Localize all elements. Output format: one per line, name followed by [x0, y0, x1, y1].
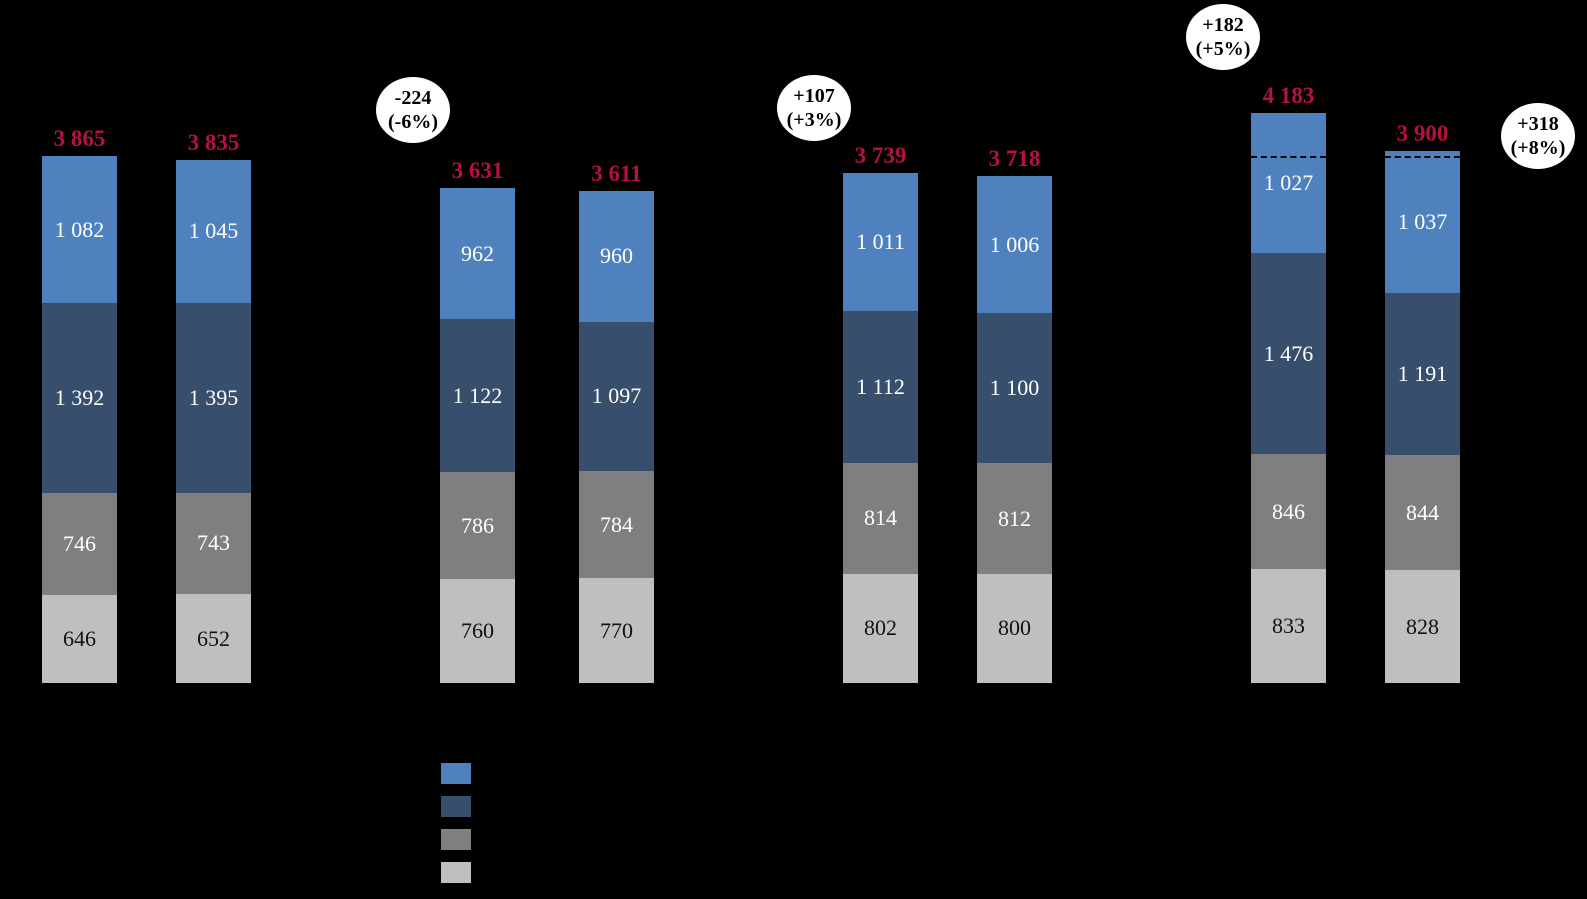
bar-total-label: 3 739	[854, 143, 907, 169]
delta-annotation-circle: +318 (+8%)	[1501, 103, 1575, 169]
bar-segment-light_blue: 960	[579, 190, 654, 322]
bar-segment-gray: 814	[843, 462, 918, 574]
bar-segment-light_blue: 962	[440, 188, 515, 320]
segment-value-label: 1 476	[1263, 340, 1314, 366]
bar-segment-gray: 844	[1385, 455, 1460, 571]
bar-total-label: 3 631	[451, 158, 504, 184]
segment-value-label: 1 006	[989, 231, 1040, 257]
annotation-delta-value: +182	[1202, 14, 1244, 36]
segment-value-label: 760	[461, 618, 494, 644]
segment-value-label: 743	[197, 530, 230, 556]
annotation-delta-percent: (+3%)	[786, 109, 842, 131]
segment-value-label: 746	[63, 531, 96, 557]
bar-segment-light_gray: 833	[1251, 569, 1326, 683]
segment-value-label: 802	[864, 615, 897, 641]
bar-total-label: 3 611	[591, 160, 642, 186]
bar-segment-light_blue: 1 045	[176, 160, 251, 303]
bar-segment-dark_blue: 1 476	[1251, 252, 1326, 455]
bar-segment-light_blue: 1 082	[42, 156, 117, 304]
dashed-reference-line	[1385, 156, 1460, 159]
segment-value-label: 800	[998, 615, 1031, 641]
segment-value-label: 962	[461, 240, 494, 266]
bar-total-label: 4 183	[1262, 82, 1315, 108]
segment-value-label: 846	[1272, 498, 1305, 524]
bar-segment-dark_blue: 1 100	[977, 313, 1052, 464]
annotation-delta-value: -224	[394, 87, 432, 109]
bar-segment-light_gray: 802	[843, 573, 918, 683]
delta-annotation-circle: +107 (+3%)	[777, 75, 851, 141]
segment-value-label: 1 097	[591, 383, 642, 409]
bar-segment-light_gray: 800	[977, 573, 1052, 683]
segment-value-label: 1 082	[54, 216, 105, 242]
annotation-delta-percent: (+8%)	[1510, 137, 1566, 159]
dashed-reference-line	[1251, 156, 1326, 159]
delta-annotation-circle: -224 (-6%)	[376, 77, 450, 143]
segment-value-label: 814	[864, 505, 897, 531]
segment-value-label: 844	[1406, 499, 1439, 525]
legend-swatch-dark_blue	[441, 796, 471, 817]
bar-segment-light_gray: 646	[42, 594, 117, 683]
legend-swatch-light_blue	[441, 763, 471, 784]
bar-segment-gray: 812	[977, 463, 1052, 574]
bar-segment-light_gray: 760	[440, 579, 515, 683]
annotation-delta-percent: (+5%)	[1195, 38, 1251, 60]
bar-segment-light_gray: 652	[176, 594, 251, 683]
segment-value-label: 1 027	[1263, 169, 1314, 195]
bar-segment-dark_blue: 1 395	[176, 302, 251, 493]
segment-value-label: 833	[1272, 613, 1305, 639]
segment-value-label: 786	[461, 512, 494, 538]
bar-segment-gray: 746	[42, 493, 117, 595]
bar-total-label: 3 835	[187, 130, 240, 156]
segment-value-label: 1 112	[856, 373, 905, 399]
bar-total-label: 3 900	[1396, 121, 1449, 147]
bar-segment-light_blue: 1 037	[1385, 151, 1460, 293]
segment-value-label: 646	[63, 625, 96, 651]
delta-annotation-circle: +182 (+5%)	[1186, 4, 1260, 70]
segment-value-label: 960	[600, 243, 633, 269]
segment-value-label: 1 011	[856, 229, 905, 255]
segment-value-label: 652	[197, 625, 230, 651]
bar-segment-dark_blue: 1 191	[1385, 292, 1460, 456]
annotation-delta-percent: (-6%)	[388, 111, 438, 133]
segment-value-label: 784	[600, 511, 633, 537]
bar-segment-light_blue: 1 027	[1251, 112, 1326, 253]
annotation-delta-value: +107	[793, 85, 835, 107]
bar-segment-light_gray: 770	[579, 578, 654, 683]
bar-segment-gray: 846	[1251, 454, 1326, 570]
segment-value-label: 812	[998, 505, 1031, 531]
segment-value-label: 1 395	[188, 384, 239, 410]
bar-segment-dark_blue: 1 392	[42, 303, 117, 494]
segment-value-label: 1 392	[54, 385, 105, 411]
legend-swatch-light_gray	[441, 862, 471, 883]
bar-segment-gray: 784	[579, 471, 654, 579]
segment-value-label: 1 045	[188, 218, 239, 244]
annotation-delta-value: +318	[1517, 113, 1559, 135]
bar-segment-gray: 786	[440, 472, 515, 580]
legend-swatch-gray	[441, 829, 471, 850]
bar-segment-dark_blue: 1 122	[440, 319, 515, 473]
bar-segment-light_blue: 1 006	[977, 176, 1052, 314]
segment-value-label: 1 037	[1397, 209, 1448, 235]
segment-value-label: 1 122	[452, 382, 503, 408]
bar-segment-light_gray: 828	[1385, 570, 1460, 683]
segment-value-label: 828	[1406, 613, 1439, 639]
segment-value-label: 1 100	[989, 375, 1040, 401]
bar-segment-gray: 743	[176, 492, 251, 595]
bar-segment-dark_blue: 1 112	[843, 311, 918, 463]
bar-total-label: 3 718	[988, 146, 1041, 172]
segment-value-label: 1 191	[1397, 360, 1448, 386]
bar-segment-light_blue: 1 011	[843, 173, 918, 312]
bar-segment-dark_blue: 1 097	[579, 321, 654, 472]
segment-value-label: 770	[600, 617, 633, 643]
bar-total-label: 3 865	[53, 126, 106, 151]
